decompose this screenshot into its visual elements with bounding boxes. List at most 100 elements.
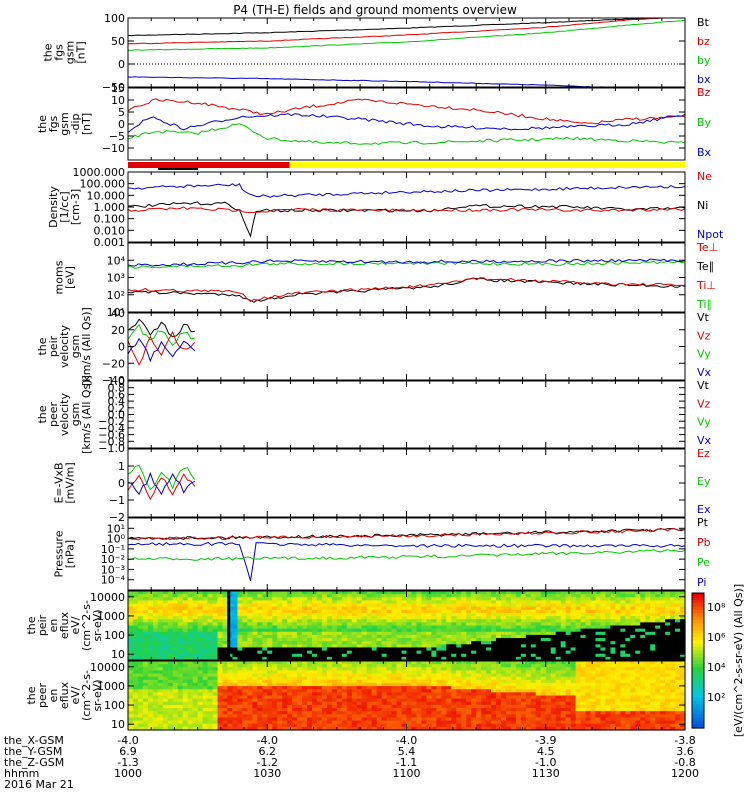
spectrogram-cell <box>550 676 557 681</box>
spectrogram-cell <box>411 708 418 712</box>
spectrogram-cell <box>267 670 273 675</box>
spectrogram-cell <box>540 686 547 690</box>
spectrogram-cell <box>242 682 248 687</box>
spectrogram-cell <box>535 701 542 706</box>
spectrogram-cell <box>535 638 542 642</box>
spectrogram-cell <box>336 695 343 700</box>
spectrogram-cell <box>505 594 512 598</box>
spectrogram-cell <box>172 664 179 668</box>
spectrogram-cell <box>302 714 308 719</box>
spectrogram-cell <box>396 692 403 697</box>
spectrogram-cell <box>177 667 184 672</box>
spectrogram-cell <box>396 634 403 639</box>
spectrogram-cell <box>162 647 169 652</box>
spectrogram-cell <box>441 679 447 684</box>
spectrogram-cell <box>147 726 154 731</box>
spectrogram-cell <box>446 616 452 620</box>
spectrogram-cell <box>167 726 174 731</box>
spectrogram-cell <box>292 631 298 636</box>
spectrogram-cell <box>207 689 214 693</box>
spectrogram-cell <box>222 695 229 700</box>
spectrogram-cell <box>446 692 452 697</box>
series-line <box>127 527 686 540</box>
spectrogram-cell <box>620 682 626 687</box>
spectrogram-cell <box>212 704 219 709</box>
spectrogram-cell <box>157 619 164 623</box>
spectrogram-cell <box>297 673 303 678</box>
spectrogram-cell <box>128 638 134 642</box>
spectrogram-cell <box>147 634 154 639</box>
spectrogram-cell <box>257 625 263 630</box>
spectrogram-cell <box>262 726 268 731</box>
spectrogram-cell <box>630 679 636 684</box>
spectrogram-cell <box>595 650 602 655</box>
spectrogram-cell <box>665 695 671 700</box>
spectrogram-cell <box>575 622 582 627</box>
spectrogram-cell <box>277 644 283 649</box>
spectrogram-cell <box>172 695 179 700</box>
spectrogram-cell <box>655 670 661 675</box>
spectrogram-cell <box>316 670 323 675</box>
spectrogram-cell <box>466 695 472 700</box>
spectrogram-cell <box>615 726 621 731</box>
spectrogram-cell <box>232 628 239 633</box>
spectrogram-cell <box>282 609 288 614</box>
spectrogram-cell <box>650 720 656 725</box>
spectrogram-cell <box>421 656 427 661</box>
spectrogram-cell <box>565 664 572 668</box>
spectrogram-cell <box>137 708 144 712</box>
spectrogram-cell <box>580 606 587 611</box>
spectrogram-cell <box>187 644 194 649</box>
spectrogram-cell <box>177 656 184 661</box>
spectrogram-cell <box>282 698 288 703</box>
spectrogram-cell <box>451 600 457 605</box>
spectrogram-cell <box>625 664 631 668</box>
spectrogram-cell <box>197 711 204 715</box>
spectrogram-cell <box>680 679 686 684</box>
spectrogram-cell <box>172 723 179 728</box>
spectrogram-cell <box>187 698 194 703</box>
spectrogram-cell <box>431 679 437 684</box>
spectrogram-cell <box>177 622 184 627</box>
spectrogram-cell <box>297 597 303 602</box>
spectrogram-cell <box>207 686 214 690</box>
spectrogram-cell <box>570 723 577 728</box>
spectrogram-cell <box>192 679 199 684</box>
spectrogram-cell <box>650 704 656 709</box>
spectrogram-cell <box>152 594 159 598</box>
spectrogram-cell <box>142 622 149 627</box>
spectrogram-cell <box>257 597 263 602</box>
spectrogram-cell <box>481 664 487 668</box>
spectrogram-cell <box>277 622 283 627</box>
spectrogram-cell <box>321 619 328 623</box>
spectrogram-cell <box>282 650 288 655</box>
spectrogram-cell <box>411 701 418 706</box>
spectrogram-cell <box>312 664 318 668</box>
spectrogram-cell <box>207 708 214 712</box>
spectrogram-cell <box>625 689 631 693</box>
spectrogram-cell <box>257 686 263 690</box>
spectrogram-cell <box>252 594 258 598</box>
spectrogram-cell <box>207 591 214 595</box>
spectrogram-cell <box>202 603 209 608</box>
spectrogram-cell <box>580 720 587 725</box>
spectrogram-cell <box>650 653 656 658</box>
spectrogram-cell <box>252 714 258 719</box>
spectrogram-cell <box>565 692 572 697</box>
spectrogram-cell <box>217 644 224 649</box>
spectrogram-cell <box>476 670 482 675</box>
spectrogram-cell <box>431 603 437 608</box>
spectrogram-cell <box>535 686 542 690</box>
spectrogram-cell <box>540 667 547 672</box>
spectrogram-cell <box>302 628 308 633</box>
spectrogram-cell <box>162 641 169 645</box>
spectrogram-cell <box>326 720 333 725</box>
spectrogram-cell <box>262 628 268 633</box>
spectrogram-cell <box>421 664 427 668</box>
spectrogram-cell <box>172 701 179 706</box>
spectrogram-cell <box>680 689 686 693</box>
spectrogram-cell <box>650 638 656 642</box>
spectrogram-cell <box>451 726 457 731</box>
spectrogram-cell <box>277 650 283 655</box>
spectrogram-cell <box>232 597 239 602</box>
